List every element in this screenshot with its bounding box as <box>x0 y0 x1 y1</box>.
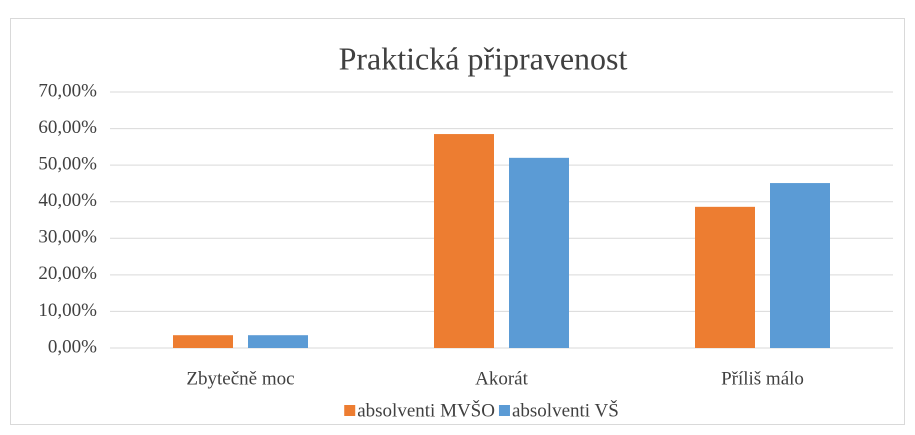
y-tick-label: 70,00% <box>38 80 97 101</box>
bar <box>434 134 494 348</box>
legend-label: absolventi MVŠO <box>357 399 495 421</box>
bar <box>248 335 308 348</box>
y-tick-label: 40,00% <box>38 190 97 211</box>
bar <box>695 206 755 348</box>
legend-label: absolventi VŠ <box>512 399 619 421</box>
legend-swatch <box>344 405 356 416</box>
legend-swatch <box>498 405 510 416</box>
y-tick-label: 30,00% <box>38 227 97 248</box>
y-tick-label: 20,00% <box>38 263 97 284</box>
x-tick-label: Zbytečně moc <box>186 368 294 389</box>
bar <box>509 157 569 348</box>
y-tick-label: 0,00% <box>48 336 97 357</box>
x-tick-label: Příliš málo <box>721 368 804 389</box>
y-tick-label: 50,00% <box>38 154 97 175</box>
y-tick-label: 10,00% <box>38 300 97 321</box>
bar <box>173 335 233 348</box>
chart-title: Praktická připravenost <box>339 40 628 76</box>
bar <box>770 183 830 348</box>
x-tick-label: Akorát <box>475 368 528 389</box>
y-tick-label: 60,00% <box>38 117 97 138</box>
